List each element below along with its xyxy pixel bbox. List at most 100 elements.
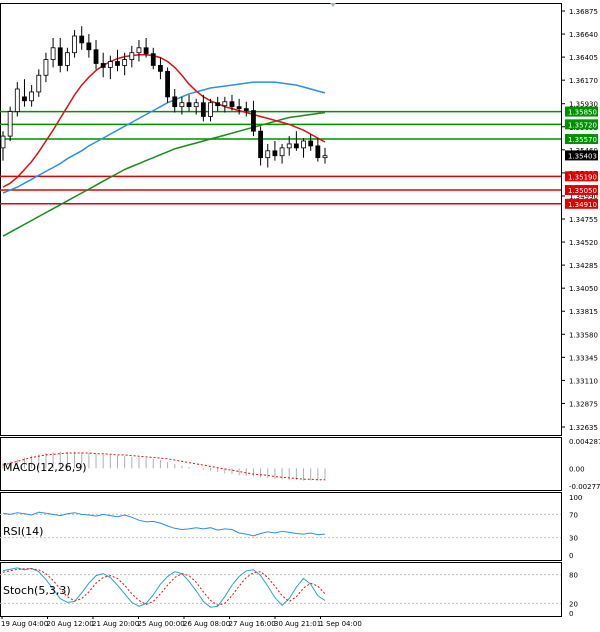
price-tick-label: 1.35930	[569, 101, 598, 109]
candle-body	[165, 70, 170, 98]
candle-body	[22, 96, 27, 102]
price-tick-label: 1.33345	[569, 354, 598, 362]
rsi-tick-label: 0	[569, 552, 573, 560]
level-label-bg	[565, 134, 598, 145]
stoch-tick-label: 80	[569, 572, 578, 580]
candle-body	[258, 130, 264, 159]
candle-body	[293, 143, 299, 149]
candle-body	[150, 53, 156, 66]
level-label: 1.35050	[568, 187, 597, 195]
panel-frame-macd	[0, 437, 562, 491]
level-label: 1.35720	[568, 121, 597, 129]
current-price-tag-bg	[565, 150, 598, 161]
scroll-marker-icon	[330, 3, 336, 7]
candle-body	[115, 61, 120, 66]
price-tick-label: 1.34520	[569, 239, 598, 247]
candle-body	[186, 102, 192, 108]
x-axis-label: 20 Aug 12:00	[47, 620, 94, 628]
level-label: 1.34910	[568, 201, 597, 209]
candle-body	[122, 59, 128, 66]
stoch-k-line	[2, 567, 326, 608]
rsi-tick-label: 30	[569, 535, 578, 543]
candle-body	[229, 101, 235, 108]
macd-title: MACD(12,26,9)	[3, 461, 87, 474]
candle-body	[86, 42, 92, 51]
price-tick-label: 1.36640	[569, 31, 598, 39]
candle-body	[43, 59, 49, 76]
rsi-tick-label: 70	[569, 511, 578, 519]
level-label-bg	[565, 119, 598, 130]
price-tick-label: 1.33815	[569, 308, 598, 316]
price-tick-label: 1.32875	[569, 400, 598, 408]
x-axis-label: 30 Aug 21:01	[274, 620, 321, 628]
candle-body	[100, 63, 106, 68]
candle-body	[158, 65, 163, 72]
candle-body	[29, 91, 35, 102]
level-label-bg	[565, 198, 598, 209]
panel-frame-rsi	[0, 492, 562, 561]
stoch-tick-label: 20	[569, 600, 578, 608]
candle-body	[36, 74, 42, 93]
level-label: 1.35570	[568, 136, 597, 144]
candle-body	[107, 61, 113, 68]
level-label-bg	[565, 171, 598, 182]
macd-tick-label: 0.00	[569, 465, 585, 473]
candle-body	[236, 106, 242, 110]
x-axis-label: 19 Aug 04:00	[1, 620, 48, 628]
candle-body	[208, 102, 213, 117]
candle-body	[172, 96, 178, 108]
candle-body	[286, 143, 292, 149]
price-tick-label: 1.33580	[569, 331, 598, 339]
candle-body	[308, 140, 314, 147]
candle-body	[315, 145, 321, 159]
price-tick-label: 1.34990	[569, 193, 598, 201]
x-axis-label: 21 Aug 20:00	[92, 620, 139, 628]
candle-body	[0, 135, 6, 149]
candle-body	[265, 150, 271, 159]
stoch-tick-label: 0	[569, 610, 573, 618]
price-tick-label: 1.36170	[569, 77, 598, 85]
stoch-d-line	[2, 568, 326, 606]
level-label-bg	[565, 185, 598, 196]
candle-body	[79, 35, 85, 44]
candle-body	[14, 88, 20, 112]
price-tick-label: 1.36875	[569, 8, 598, 16]
rsi-tick-label: 100	[569, 494, 582, 502]
candle-body	[143, 47, 149, 55]
ma-green-line	[2, 111, 326, 237]
candle-body	[279, 147, 285, 157]
current-price-label: 1.35403	[568, 152, 597, 160]
x-axis-label: 27 Aug 16:00	[229, 620, 276, 628]
candle-body	[251, 110, 256, 132]
x-axis-label: 1 Sep 04:00	[320, 620, 362, 628]
candle-body	[215, 102, 221, 107]
candle-body	[222, 101, 228, 107]
candle-body	[93, 49, 99, 64]
price-tick-label: 1.34285	[569, 262, 598, 270]
candle-body	[57, 47, 63, 66]
candle-body	[301, 140, 306, 149]
price-tick-label: 1.36405	[569, 54, 598, 62]
x-axis-label: 25 Aug 00:00	[138, 620, 185, 628]
candle-body	[272, 150, 278, 157]
candle-body	[200, 102, 206, 117]
candle-body	[7, 111, 13, 137]
price-tick-label: 1.32635	[569, 424, 598, 432]
ma-blue-line	[2, 81, 326, 194]
stoch-title: Stoch(5,3,3)	[3, 584, 71, 597]
candle-body	[322, 155, 328, 159]
ma-red-line	[2, 53, 326, 188]
price-tick-label: 1.33110	[569, 377, 598, 385]
candle-body	[65, 52, 70, 66]
level-label-bg	[565, 106, 598, 117]
x-axis-label: 26 Aug 08:00	[183, 620, 230, 628]
rsi-line	[2, 511, 326, 537]
candle-body	[50, 47, 56, 60]
candle-body	[193, 102, 199, 108]
price-tick-label: 1.34050	[569, 285, 598, 293]
panel-frame-sto	[0, 562, 562, 617]
macd-tick-label: -0.002771	[569, 483, 600, 491]
level-label: 1.35190	[568, 173, 597, 181]
